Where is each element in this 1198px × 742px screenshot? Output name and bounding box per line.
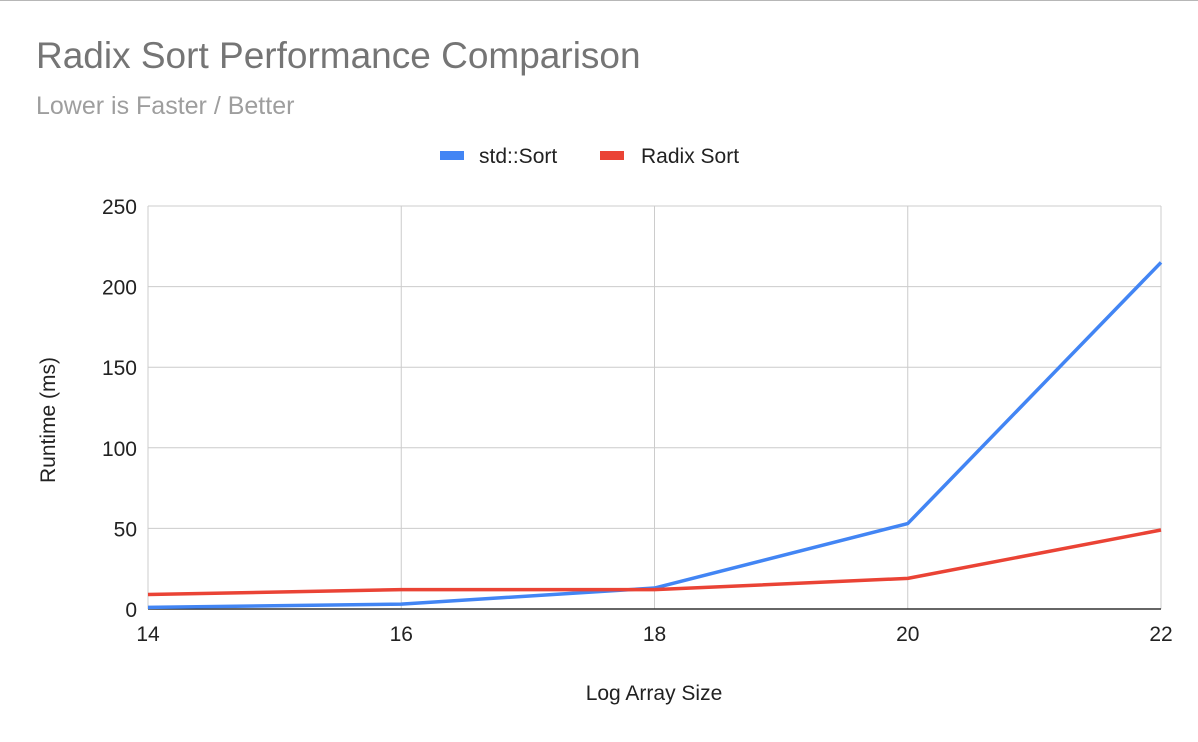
top-border <box>0 0 1198 1</box>
y-tick-label: 50 <box>114 518 137 541</box>
legend-swatch-1 <box>600 151 624 160</box>
y-tick-label: 150 <box>102 357 137 380</box>
legend-label-0: std::Sort <box>479 145 557 168</box>
x-tick-label: 22 <box>1149 623 1172 646</box>
legend-swatch-0 <box>440 151 464 160</box>
y-tick-label: 100 <box>102 438 137 461</box>
x-tick-label: 14 <box>136 623 160 646</box>
y-axis-label: Runtime (ms) <box>37 357 60 483</box>
y-tick-label: 0 <box>125 599 137 622</box>
series-lines <box>147 261 1163 610</box>
x-tick-label: 18 <box>643 623 666 646</box>
series-line-1 <box>147 528 1162 597</box>
y-axis-ticks: 0 50 100 150 200 250 <box>102 196 137 622</box>
grid-lines <box>147 205 1162 610</box>
x-axis-label: Log Array Size <box>586 682 723 705</box>
legend: std::Sort Radix Sort <box>440 145 739 168</box>
x-axis-ticks: 14 16 18 20 22 <box>136 623 1172 646</box>
legend-label-1: Radix Sort <box>641 145 739 168</box>
chart-title: Radix Sort Performance Comparison <box>36 35 641 76</box>
x-tick-label: 20 <box>896 623 919 646</box>
chart-subtitle: Lower is Faster / Better <box>36 92 295 120</box>
y-tick-label: 250 <box>102 196 137 219</box>
y-tick-label: 200 <box>102 277 137 300</box>
x-tick-label: 16 <box>390 623 413 646</box>
